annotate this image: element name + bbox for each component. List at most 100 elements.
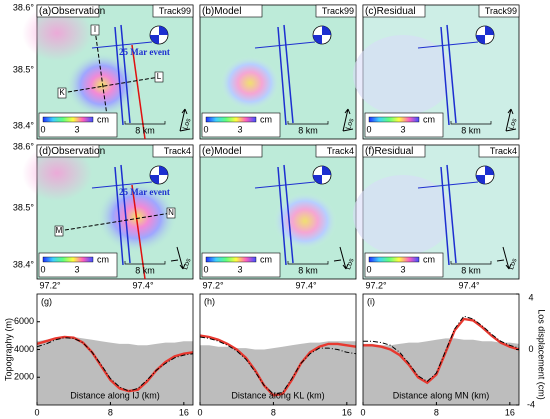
fault xyxy=(114,26,124,126)
track-box xyxy=(152,4,194,18)
latitude-label: 38.4° xyxy=(13,259,35,269)
focal-mechanism-quadrant xyxy=(313,26,331,44)
profile-chart: (i) Distance along MN (km) 0 8 16 -4 0 4 Los dis… xyxy=(360,292,546,417)
colorbar-max: 3 xyxy=(400,124,405,134)
colorbar-unit: cm xyxy=(97,114,109,124)
track-box xyxy=(478,144,520,158)
fault xyxy=(283,164,294,264)
rupture xyxy=(131,44,146,140)
colorbar-min: 0 xyxy=(40,264,45,274)
track-label: Track99 xyxy=(159,6,191,16)
signal-patch xyxy=(22,5,92,61)
panel-label-box xyxy=(362,144,426,158)
scale-label: 8 km xyxy=(461,125,481,135)
latitude-label: 38.5° xyxy=(13,64,35,74)
colorbar xyxy=(42,256,94,263)
y2-axis-label: Los displacement (cm) xyxy=(537,309,547,400)
track-label: Track4 xyxy=(164,146,191,156)
los-label: Los xyxy=(182,117,193,130)
colorbar xyxy=(205,256,257,263)
y-tick-label: 4000 xyxy=(14,344,34,354)
panel-label-box xyxy=(36,4,100,18)
map-panel: 25 Mar eventIJKL(a)ObservationTrack99cm0… xyxy=(22,4,194,140)
model-line xyxy=(36,337,194,392)
event-label: 25 Mar event xyxy=(119,187,170,197)
colorbar-unit: cm xyxy=(97,254,109,264)
map-panel: 25 Mar event M N (d)Observation Track4 cm 0 3 8 … xyxy=(22,144,194,280)
profile-point-label: N xyxy=(168,208,174,217)
colorbar-min: 0 xyxy=(203,124,208,134)
panel-label: (g) xyxy=(41,296,52,306)
scale-label: 8 km xyxy=(135,265,155,275)
los-arrow xyxy=(179,108,191,132)
colorbar xyxy=(42,116,94,123)
y2-tick-label: -4 xyxy=(527,399,535,409)
deformation-lobe xyxy=(66,52,138,118)
colorbar xyxy=(205,116,257,123)
map-panel: (b)Model Track99 cm 0 3 8 km Los xyxy=(199,4,357,140)
focal-mechanism-quadrant xyxy=(150,26,168,44)
panel-label: (f)Residual xyxy=(365,146,413,157)
y-tick-label: 2000 xyxy=(14,372,34,382)
residual-patch xyxy=(353,175,453,255)
los-label: Los xyxy=(508,257,519,270)
panel-label: (b)Model xyxy=(202,6,241,17)
profile-point-box xyxy=(57,87,67,99)
track-box xyxy=(478,4,520,18)
track-label: Track4 xyxy=(490,146,517,156)
profile-point-box xyxy=(54,225,64,237)
fault xyxy=(277,166,287,266)
panel-label: (d)Observation xyxy=(39,146,105,157)
x-tick-label: 16 xyxy=(505,407,515,417)
x-tick-label: 0 xyxy=(197,407,202,417)
los-label: Los xyxy=(345,117,356,130)
model-line xyxy=(199,336,357,395)
fault xyxy=(283,24,294,124)
fault xyxy=(120,164,131,264)
map-panel: (c)Residual Track99 cm 0 3 8 km Los xyxy=(353,4,520,140)
colorbar-unit: cm xyxy=(260,114,272,124)
colorbar-min: 0 xyxy=(203,264,208,274)
y2-tick-label: 0 xyxy=(528,344,533,354)
model-line xyxy=(363,315,520,383)
map-panel: (e)Model Track4 cm 0 3 8 km Los xyxy=(199,144,357,280)
x-tick-label: 8 xyxy=(434,407,439,417)
scale-bar xyxy=(124,121,166,125)
x-tick-label: 0 xyxy=(34,407,39,417)
scale-bar xyxy=(287,261,329,265)
x-tick-label: 8 xyxy=(108,407,113,417)
longitude-label: 97.2° xyxy=(365,280,387,290)
colorbar xyxy=(368,256,420,263)
map-panels: 25 Mar eventIJKL(a)ObservationTrack99cm0… xyxy=(13,2,520,290)
los-label: Los xyxy=(345,257,356,270)
panel-label: (a)Observation xyxy=(39,6,105,17)
profile-point-label: I xyxy=(94,25,96,34)
longitude-label: 97.4° xyxy=(295,280,317,290)
deformation-lobe xyxy=(220,56,280,110)
longitude-label: 97.4° xyxy=(132,280,154,290)
panel-label-box xyxy=(36,144,100,158)
scale-label: 8 km xyxy=(461,265,481,275)
fault xyxy=(254,41,316,49)
los-arrow xyxy=(496,246,512,270)
colorbar-min: 0 xyxy=(366,264,371,274)
residual-patch xyxy=(353,35,453,115)
y-axis-label: Topography (m) xyxy=(3,318,13,381)
track-label: Track99 xyxy=(485,6,517,16)
fault xyxy=(277,26,287,126)
track-box xyxy=(315,4,357,18)
fault xyxy=(120,24,131,124)
track-box xyxy=(315,144,357,158)
topography-area xyxy=(37,337,193,405)
track-box xyxy=(152,144,194,158)
panel-label: (e)Model xyxy=(202,146,241,157)
colorbar-unit: cm xyxy=(260,254,272,264)
focal-mechanism-quadrant xyxy=(476,26,494,44)
profile-chart: (h) Distance along KL (km) 0 8 16 xyxy=(197,293,357,417)
colorbar xyxy=(368,116,420,123)
latitude-label: 38.6° xyxy=(13,141,35,151)
los-arrow xyxy=(170,246,186,270)
fault xyxy=(446,164,457,264)
topography-area xyxy=(200,341,356,405)
scale-label: 8 km xyxy=(298,265,318,275)
